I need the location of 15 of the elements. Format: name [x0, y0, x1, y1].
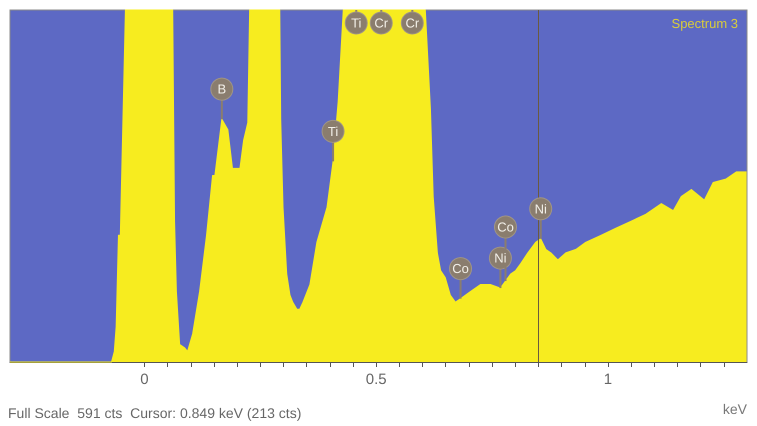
x-tick-label: 0: [140, 371, 149, 388]
x-tick-label: 1: [604, 371, 612, 388]
annotation: Cr: [374, 16, 389, 30]
text: Full Scale 591 cts Cursor: 0.849 keV (213 cts): [8, 405, 302, 421]
annotation: Ni: [494, 250, 507, 266]
x-axis-title: keV: [722, 401, 748, 417]
annotation: Co: [497, 220, 514, 235]
annotation: Cr: [405, 16, 420, 30]
annotation: Ni: [534, 201, 547, 216]
text: Spectrum 3: [672, 16, 738, 31]
annotation: Ti: [351, 16, 362, 30]
annotation: Ti: [328, 124, 338, 139]
x-tick-label: 0.5: [366, 371, 387, 388]
annotation: B: [217, 82, 226, 97]
annotation: Co: [452, 261, 469, 276]
